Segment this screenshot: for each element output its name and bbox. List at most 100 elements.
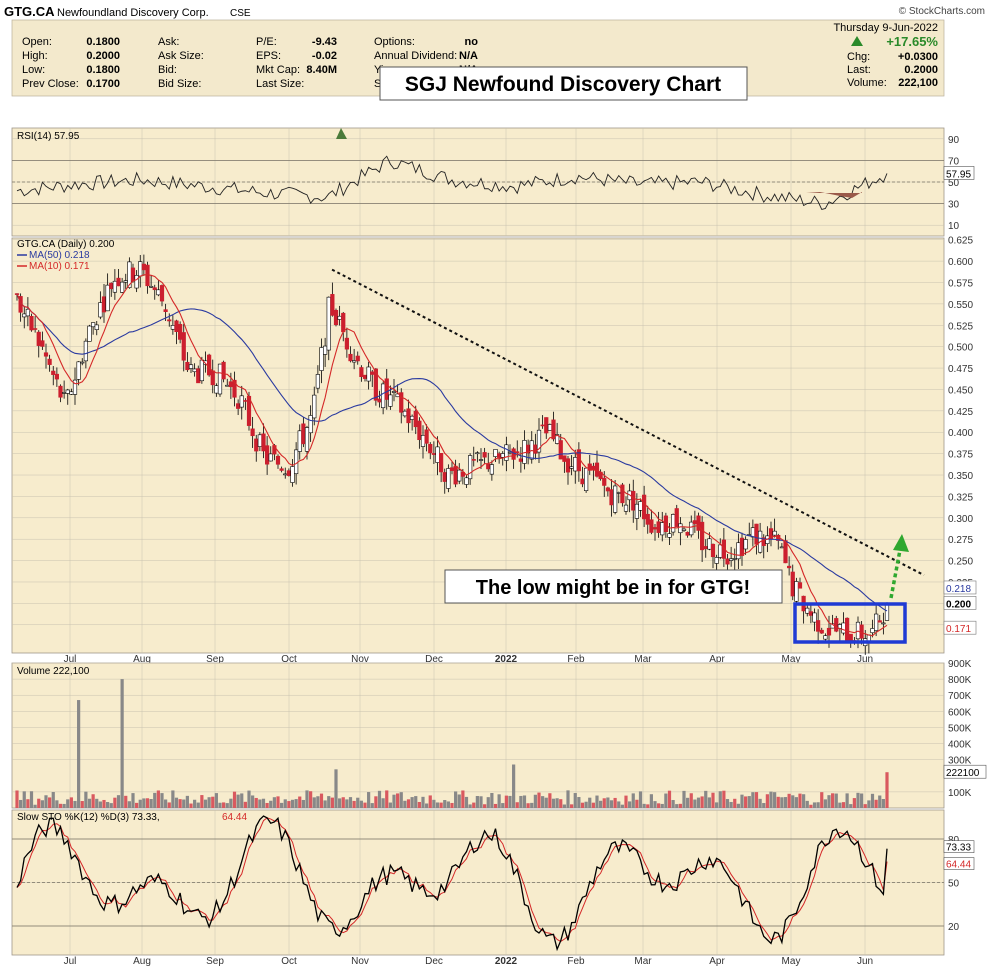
volume-bar — [515, 802, 519, 808]
candle-body — [333, 309, 339, 326]
candle-body — [464, 477, 469, 485]
volume-bar — [243, 801, 247, 808]
exchange-text: CSE — [230, 8, 251, 19]
candle-body — [210, 370, 215, 386]
candle-body — [420, 435, 426, 447]
volume-bar — [472, 802, 476, 808]
volume-bar — [334, 769, 338, 808]
volume-bar — [602, 798, 606, 808]
x-tick-label: Jul — [64, 654, 77, 665]
candle-body — [315, 374, 320, 389]
volume-bar — [319, 793, 324, 808]
volume-bar — [142, 798, 146, 808]
x-tick-label: Mar — [634, 654, 652, 665]
volume-bar — [225, 803, 229, 808]
volume-bar — [214, 793, 218, 808]
volume-bar — [265, 802, 269, 808]
candle-body — [330, 294, 335, 316]
volume-bar — [653, 801, 657, 808]
candle-body — [214, 385, 219, 394]
volume-bar — [77, 700, 81, 808]
candle-body — [721, 539, 726, 559]
candle-body — [685, 531, 690, 536]
x-tick-label: May — [782, 956, 801, 967]
volume-bar — [178, 799, 182, 808]
volume-bar — [392, 794, 396, 808]
volume-bar — [860, 793, 864, 808]
volume-bar — [207, 797, 211, 808]
volume-bar — [537, 792, 541, 808]
volume-bar — [156, 790, 160, 808]
price-last-box — [943, 580, 977, 595]
volume-panel: 900K 800K 700K 600K 500K 400K 300K 100K Volume 2… — [11, 659, 987, 809]
volume-bar — [153, 792, 157, 808]
candle-body — [352, 360, 357, 363]
volume-bar — [84, 791, 88, 808]
volume-bar — [439, 802, 443, 808]
quote-label: Ask Size: — [158, 50, 204, 62]
quote-label: Mkt Cap: — [256, 64, 300, 76]
ma10-line — [16, 274, 888, 637]
volume-bar — [493, 803, 498, 808]
candle-body — [123, 280, 128, 283]
candle-body — [656, 521, 661, 533]
candle-body — [384, 378, 389, 400]
quote-value: no — [465, 36, 479, 48]
candle-body — [105, 284, 110, 312]
volume-bar — [794, 797, 798, 808]
candle-body — [341, 312, 346, 333]
y-tick-label: 0.500 — [948, 343, 973, 354]
volume-bar — [852, 798, 856, 808]
volume-bar — [338, 798, 342, 808]
volume-bar — [73, 800, 77, 808]
quote-label: Bid Size: — [158, 78, 201, 90]
volume-bar — [44, 795, 48, 808]
volume-bar — [374, 796, 378, 808]
candle-body — [232, 379, 237, 398]
candle-body — [228, 381, 233, 388]
right-quote-value: 0.2000 — [904, 64, 938, 76]
quote-label: EPS: — [256, 50, 281, 62]
candle-body — [772, 530, 777, 536]
volume-bar — [403, 800, 407, 808]
candle-body — [344, 337, 349, 350]
candle-body — [301, 423, 306, 445]
x-tick-label: Apr — [709, 654, 725, 665]
candle-body — [22, 313, 27, 318]
candle-body — [478, 459, 484, 461]
right-quote-fields: Chg: +0.0300 Last: 0.2000 Volume: 222,100 — [847, 51, 938, 89]
volume-bar — [609, 800, 614, 808]
candle-body — [381, 383, 386, 409]
candle-body — [308, 415, 313, 434]
volume-bar — [642, 803, 646, 808]
sto-k-box — [943, 840, 975, 853]
volume-bar — [254, 797, 258, 808]
quote-label: S — [374, 78, 381, 90]
volume-bar — [715, 802, 719, 808]
volume-bar — [599, 800, 603, 808]
y-tick-label: 0.375 — [948, 450, 973, 461]
quote-value: 0.1800 — [86, 64, 120, 76]
candle-body — [511, 448, 516, 460]
volume-bar — [870, 793, 875, 808]
candle-body — [29, 316, 34, 331]
volume-bar — [200, 795, 204, 808]
candle-body — [116, 277, 121, 287]
candle-body — [283, 473, 288, 476]
volume-bar — [457, 794, 461, 808]
volume-last-box — [943, 764, 987, 779]
candle-body — [783, 540, 788, 564]
x-tick-label: Apr — [709, 956, 725, 967]
volume-bar — [301, 799, 305, 808]
volume-bar — [577, 797, 581, 808]
volume-bar — [464, 796, 469, 808]
candle-body — [80, 361, 85, 364]
candle-body — [471, 459, 476, 461]
candle-body — [250, 428, 255, 437]
y-tick-label: 0.525 — [948, 321, 973, 332]
volume-bar — [127, 801, 131, 808]
y-tick-label: 0.350 — [948, 471, 973, 482]
candle-body — [457, 469, 462, 482]
y-tick-label: 0.450 — [948, 385, 973, 396]
candle-body — [584, 467, 589, 491]
